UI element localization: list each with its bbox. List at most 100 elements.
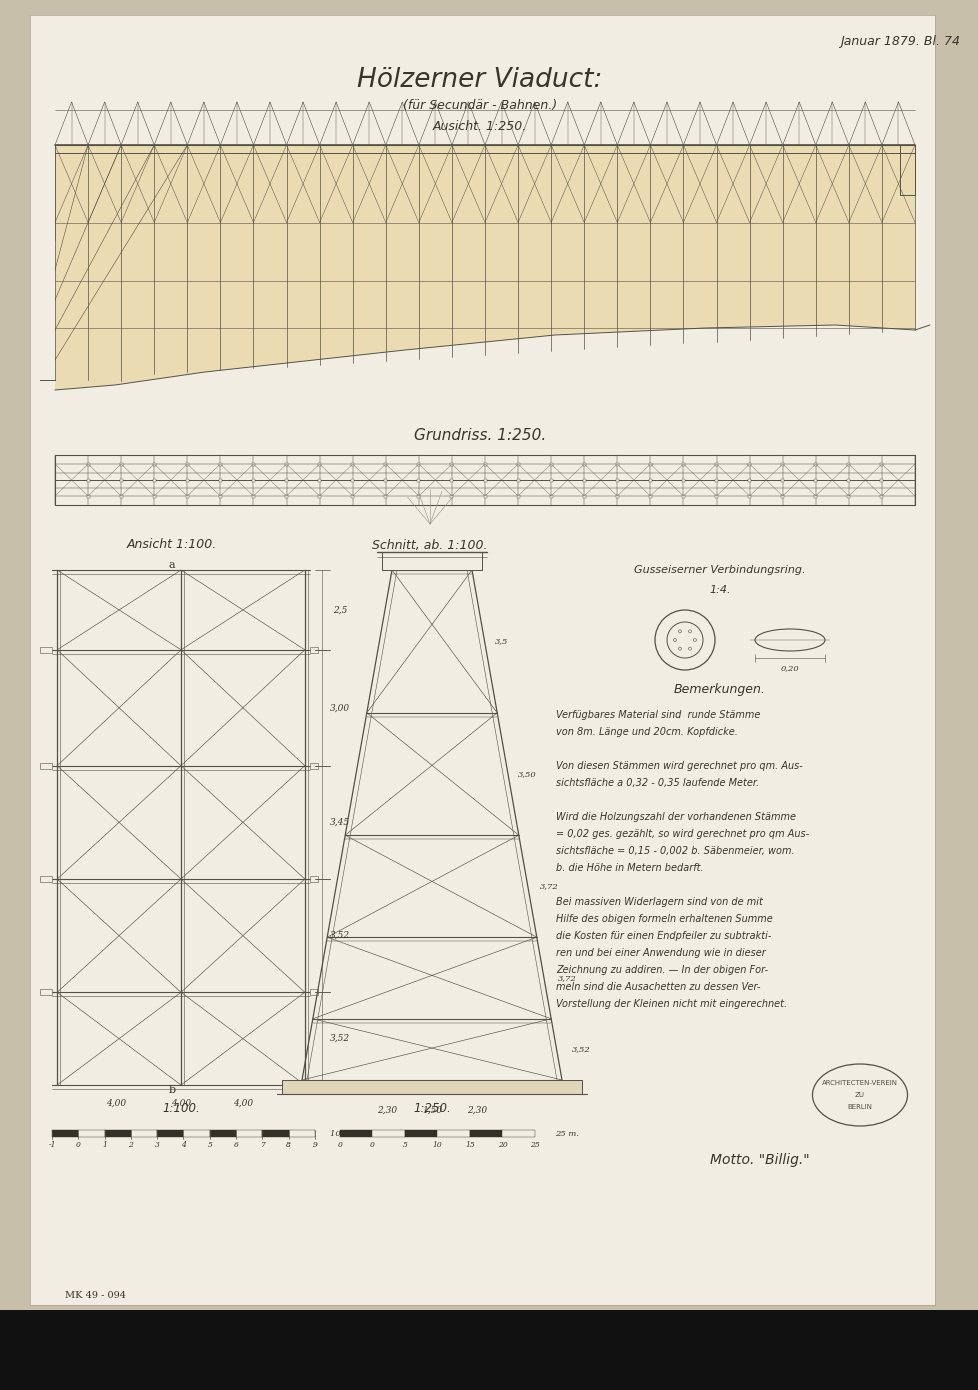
Text: a: a (168, 560, 175, 570)
Text: -1: -1 (48, 1141, 56, 1150)
Text: Verfügbares Material sind  runde Stämme: Verfügbares Material sind runde Stämme (556, 710, 760, 720)
Text: 3,52: 3,52 (571, 1045, 590, 1054)
Bar (879, 495, 882, 498)
Bar (55, 455, 914, 505)
Text: 3,72: 3,72 (556, 974, 576, 981)
Bar (52, 1130, 78, 1137)
Bar (351, 463, 354, 466)
Text: 3: 3 (155, 1141, 159, 1150)
Bar (582, 463, 585, 466)
Bar (483, 478, 486, 481)
Text: Hilfe des obigen formeln erhaltenen Summe: Hilfe des obigen formeln erhaltenen Summ… (556, 915, 772, 924)
Bar (714, 478, 717, 481)
Text: = 0,02 ges. gezählt, so wird gerechnet pro qm Aus-: = 0,02 ges. gezählt, so wird gerechnet p… (556, 828, 808, 840)
Text: 2,5: 2,5 (333, 606, 347, 614)
Bar (483, 495, 486, 498)
Bar (236, 1130, 262, 1137)
Text: 0: 0 (370, 1141, 375, 1150)
Bar (119, 478, 122, 481)
Bar (78, 1130, 105, 1137)
Text: sichtsfläche a 0,32 - 0,35 laufende Meter.: sichtsfläche a 0,32 - 0,35 laufende Mete… (556, 778, 758, 788)
Text: 8: 8 (286, 1141, 290, 1150)
Bar (582, 495, 585, 498)
Bar (780, 463, 783, 466)
Text: ren und bei einer Anwendung wie in dieser: ren und bei einer Anwendung wie in diese… (556, 948, 765, 958)
Bar (384, 495, 387, 498)
Text: 0: 0 (337, 1141, 342, 1150)
Bar (105, 1130, 131, 1137)
Text: Motto. "Billig.": Motto. "Billig." (709, 1152, 809, 1168)
Text: 2,30: 2,30 (377, 1105, 397, 1115)
Bar (747, 463, 750, 466)
Bar (879, 478, 882, 481)
Bar (372, 1130, 405, 1137)
Bar (847, 478, 850, 481)
Bar (318, 463, 321, 466)
Bar (780, 478, 783, 481)
Text: 10: 10 (432, 1141, 442, 1150)
Bar (285, 478, 288, 481)
Text: meln sind die Ausachetten zu dessen Ver-: meln sind die Ausachetten zu dessen Ver- (556, 981, 760, 992)
Text: Wird die Holzungszahl der vorhandenen Stämme: Wird die Holzungszahl der vorhandenen St… (556, 812, 795, 821)
Bar (847, 463, 850, 466)
Text: 25: 25 (529, 1141, 539, 1150)
Text: 10 m.: 10 m. (330, 1130, 354, 1137)
Text: 3,52: 3,52 (330, 931, 350, 940)
Text: 15: 15 (465, 1141, 474, 1150)
Text: die Kosten für einen Endpfeiler zu subtrakti-: die Kosten für einen Endpfeiler zu subtr… (556, 931, 771, 941)
Bar (814, 478, 817, 481)
Text: Schnitt, ab. 1:100.: Schnitt, ab. 1:100. (372, 538, 487, 552)
Bar (615, 495, 618, 498)
Text: 4,00: 4,00 (171, 1098, 191, 1108)
Bar (318, 478, 321, 481)
Bar (417, 495, 420, 498)
Bar (747, 478, 750, 481)
Bar (648, 463, 651, 466)
Bar (516, 478, 519, 481)
Bar (417, 463, 420, 466)
Text: Von diesen Stämmen wird gerechnet pro qm. Aus-: Von diesen Stämmen wird gerechnet pro qm… (556, 760, 802, 771)
Bar (450, 495, 453, 498)
Bar (682, 463, 685, 466)
Bar (131, 1130, 157, 1137)
Text: Bei massiven Widerlagern sind von de mit: Bei massiven Widerlagern sind von de mit (556, 897, 762, 908)
Polygon shape (55, 145, 914, 391)
Text: 2: 2 (128, 1141, 133, 1150)
Text: 25 m.: 25 m. (555, 1130, 578, 1137)
Bar (40, 990, 52, 995)
Bar (86, 495, 89, 498)
Text: 3,72: 3,72 (539, 883, 557, 890)
Text: Vorstellung der Kleinen nicht mit eingerechnet.: Vorstellung der Kleinen nicht mit einger… (556, 999, 786, 1009)
Bar (310, 763, 318, 769)
Text: 3,52: 3,52 (330, 1034, 350, 1042)
Text: 3,5: 3,5 (495, 638, 509, 645)
Bar (747, 495, 750, 498)
Text: 1,50: 1,50 (422, 1105, 442, 1115)
Text: 5: 5 (402, 1141, 407, 1150)
Bar (40, 876, 52, 883)
Text: BERLIN: BERLIN (847, 1104, 871, 1111)
Text: 1:100.: 1:100. (162, 1101, 200, 1115)
Bar (516, 463, 519, 466)
Bar (310, 990, 318, 995)
Text: 1:250.: 1:250. (413, 1101, 451, 1115)
Bar (351, 495, 354, 498)
Text: 1: 1 (102, 1141, 107, 1150)
Bar (450, 478, 453, 481)
Bar (502, 1130, 534, 1137)
Text: ZU: ZU (854, 1093, 865, 1098)
Bar (549, 495, 553, 498)
Bar (219, 463, 222, 466)
Text: 3,00: 3,00 (330, 703, 350, 712)
Bar (310, 876, 318, 883)
Bar (879, 463, 882, 466)
Bar (417, 478, 420, 481)
Bar (289, 1130, 315, 1137)
Bar (814, 495, 817, 498)
Bar (384, 463, 387, 466)
Text: 2,30: 2,30 (467, 1105, 487, 1115)
Bar (780, 495, 783, 498)
Bar (186, 495, 189, 498)
Bar (437, 1130, 469, 1137)
Bar (157, 1130, 183, 1137)
